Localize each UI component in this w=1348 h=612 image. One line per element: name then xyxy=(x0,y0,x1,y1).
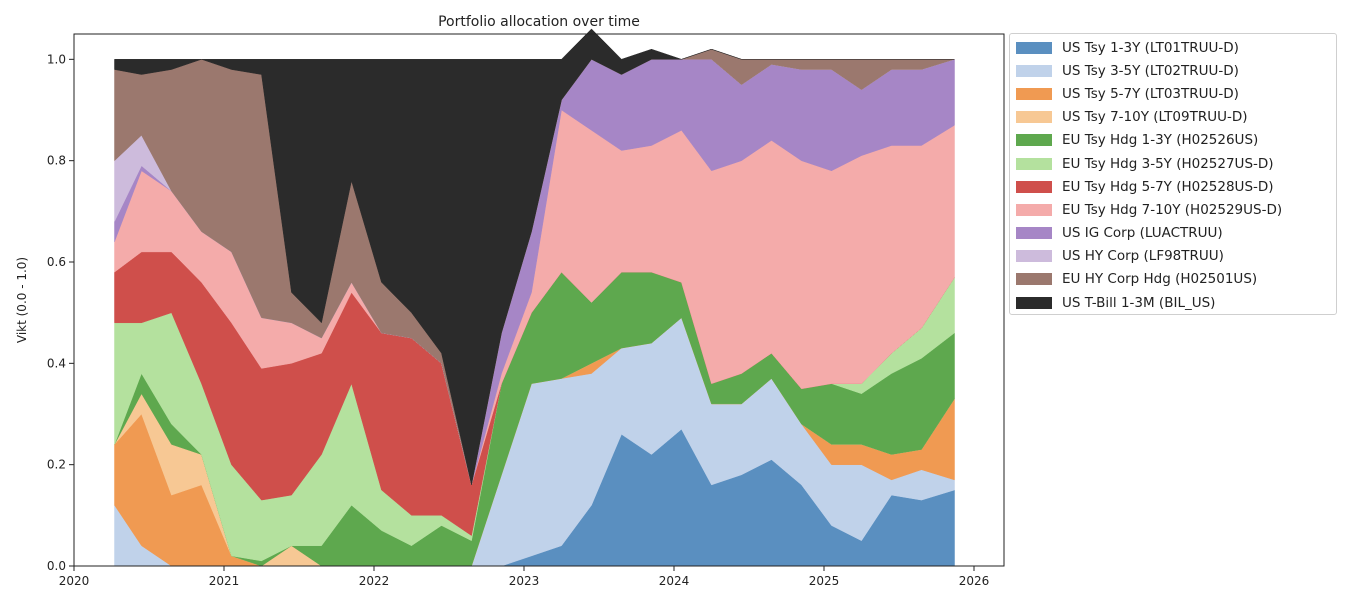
y-tick-label: 0.2 xyxy=(47,458,66,472)
legend-swatch xyxy=(1016,157,1052,170)
legend-item: EU Tsy Hdg 5-7Y (H02528US-D) xyxy=(1016,175,1336,198)
chart-title: Portfolio allocation over time xyxy=(438,14,640,30)
legend-label: US IG Corp (LUACTRUU) xyxy=(1062,225,1223,242)
x-axis: 2020 2021 2022 2023 2024 2025 2026 xyxy=(59,566,990,588)
legend-label: EU Tsy Hdg 5-7Y (H02528US-D) xyxy=(1062,178,1274,195)
y-tick-label: 0.8 xyxy=(47,154,66,168)
legend-item: EU Tsy Hdg 1-3Y (H02526US) xyxy=(1016,129,1336,152)
legend-swatch xyxy=(1016,250,1052,263)
x-tick-label: 2020 xyxy=(59,574,90,588)
x-tick-label: 2023 xyxy=(509,574,540,588)
legend-label: EU Tsy Hdg 1-3Y (H02526US) xyxy=(1062,132,1259,149)
area-series-11 xyxy=(114,28,955,485)
y-tick-label: 0.0 xyxy=(47,559,66,573)
x-tick-label: 2026 xyxy=(959,574,990,588)
legend-swatch xyxy=(1016,64,1052,77)
x-tick-label: 2022 xyxy=(359,574,390,588)
legend-label: US Tsy 5-7Y (LT03TRUU-D) xyxy=(1062,85,1239,102)
y-tick-label: 1.0 xyxy=(47,52,66,66)
y-axis-title: Vikt (0.0 - 1.0) xyxy=(15,257,29,343)
legend-item: EU Tsy Hdg 3-5Y (H02527US-D) xyxy=(1016,152,1336,175)
legend-label: US T-Bill 1-3M (BIL_US) xyxy=(1062,294,1216,311)
y-axis: 0.0 0.2 0.4 0.6 0.8 1.0 xyxy=(47,52,74,573)
y-tick-label: 0.4 xyxy=(47,356,66,370)
x-tick-label: 2024 xyxy=(659,574,690,588)
legend-swatch xyxy=(1016,41,1052,54)
legend-item: EU HY Corp Hdg (H02501US) xyxy=(1016,268,1336,291)
legend-item: US Tsy 5-7Y (LT03TRUU-D) xyxy=(1016,82,1336,105)
legend-label: US Tsy 3-5Y (LT02TRUU-D) xyxy=(1062,62,1239,79)
x-tick-label: 2025 xyxy=(809,574,840,588)
legend-item: US Tsy 1-3Y (LT01TRUU-D) xyxy=(1016,36,1336,59)
legend-swatch xyxy=(1016,273,1052,286)
legend-label: EU Tsy Hdg 3-5Y (H02527US-D) xyxy=(1062,155,1274,172)
legend-label: EU HY Corp Hdg (H02501US) xyxy=(1062,271,1258,288)
legend-item: EU Tsy Hdg 7-10Y (H02529US-D) xyxy=(1016,198,1336,221)
legend-swatch xyxy=(1016,203,1052,216)
x-tick-label: 2021 xyxy=(209,574,240,588)
legend-item: US HY Corp (LF98TRUU) xyxy=(1016,245,1336,268)
legend-swatch xyxy=(1016,87,1052,100)
y-tick-label: 0.6 xyxy=(47,255,66,269)
legend-label: US Tsy 1-3Y (LT01TRUU-D) xyxy=(1062,39,1239,56)
legend-item: US Tsy 3-5Y (LT02TRUU-D) xyxy=(1016,59,1336,82)
legend-item: US IG Corp (LUACTRUU) xyxy=(1016,222,1336,245)
legend-label: EU Tsy Hdg 7-10Y (H02529US-D) xyxy=(1062,201,1283,218)
legend-item: US T-Bill 1-3M (BIL_US) xyxy=(1016,291,1336,314)
area-series-group xyxy=(114,28,955,567)
legend-swatch xyxy=(1016,296,1052,309)
legend-swatch xyxy=(1016,227,1052,240)
legend-label: US Tsy 7-10Y (LT09TRUU-D) xyxy=(1062,109,1248,126)
legend: US Tsy 1-3Y (LT01TRUU-D) US Tsy 3-5Y (LT0… xyxy=(1009,33,1337,315)
legend-item: US Tsy 7-10Y (LT09TRUU-D) xyxy=(1016,106,1336,129)
legend-swatch xyxy=(1016,134,1052,147)
legend-label: US HY Corp (LF98TRUU) xyxy=(1062,248,1224,265)
legend-swatch xyxy=(1016,180,1052,193)
legend-swatch xyxy=(1016,111,1052,124)
plot-frame xyxy=(73,33,1005,567)
